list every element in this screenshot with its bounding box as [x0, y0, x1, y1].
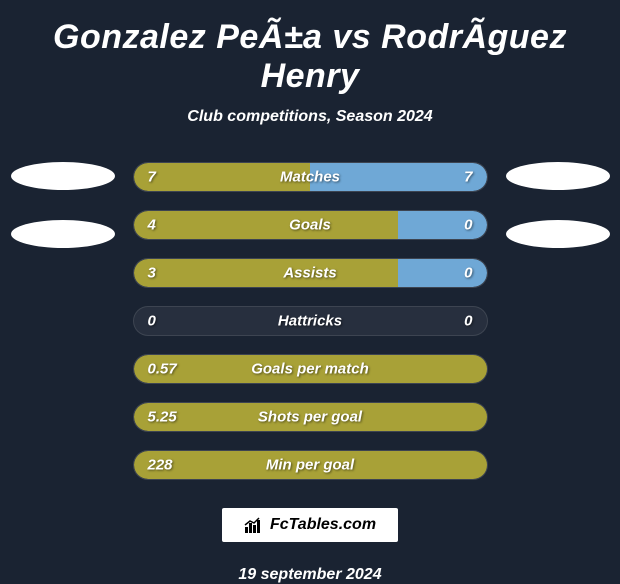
chart-icon [244, 517, 264, 533]
footer-date: 19 september 2024 [238, 566, 381, 584]
stat-value-left: 228 [148, 457, 173, 474]
stat-bar: 228 Min per goal [133, 450, 488, 480]
stat-label: Matches [280, 169, 340, 186]
footer-brand-text: FcTables.com [270, 516, 376, 534]
footer-brand-badge: FcTables.com [222, 508, 398, 542]
stat-bar: 5.25 Shots per goal [133, 402, 488, 432]
player-left-ellipse-2 [11, 220, 115, 248]
player-right-ellipse-2 [506, 220, 610, 248]
stat-bar: 0.57 Goals per match [133, 354, 488, 384]
stat-value-right: 0 [464, 313, 472, 330]
stat-value-right: 0 [464, 265, 472, 282]
player-right-ellipse-1 [506, 162, 610, 190]
stat-value-left: 4 [148, 217, 156, 234]
player-left-ellipse-1 [11, 162, 115, 190]
stat-value-right: 0 [464, 217, 472, 234]
page-title: Gonzalez PeÃ±a vs RodrÃ­guez Henry [10, 18, 610, 96]
stat-value-left: 3 [148, 265, 156, 282]
right-player-col [506, 162, 610, 248]
bar-left-fill [134, 211, 399, 239]
stat-label: Assists [283, 265, 336, 282]
stat-value-right: 7 [464, 169, 472, 186]
stat-bar: 7 7 Matches [133, 162, 488, 192]
stat-bar: 0 0 Hattricks [133, 306, 488, 336]
stat-value-left: 5.25 [148, 409, 177, 426]
stat-label: Goals [289, 217, 331, 234]
stat-label: Min per goal [266, 457, 354, 474]
stat-value-left: 0.57 [148, 361, 177, 378]
stat-value-left: 7 [148, 169, 156, 186]
stat-bar: 3 0 Assists [133, 258, 488, 288]
bar-left-fill [134, 259, 399, 287]
bar-right-fill [398, 211, 486, 239]
stat-label: Hattricks [278, 313, 342, 330]
stat-label: Shots per goal [258, 409, 362, 426]
left-player-col [11, 162, 115, 248]
stat-label: Goals per match [251, 361, 369, 378]
bar-right-fill [398, 259, 486, 287]
stat-bar: 4 0 Goals [133, 210, 488, 240]
stats-column: 7 7 Matches 4 0 Goals 3 0 Assists 0 0 Hattricks 0.57… [133, 162, 488, 480]
page-subtitle: Club competitions, Season 2024 [187, 108, 432, 126]
comparison-container: 7 7 Matches 4 0 Goals 3 0 Assists 0 0 Hattricks 0.57… [10, 162, 610, 480]
stat-value-left: 0 [148, 313, 156, 330]
